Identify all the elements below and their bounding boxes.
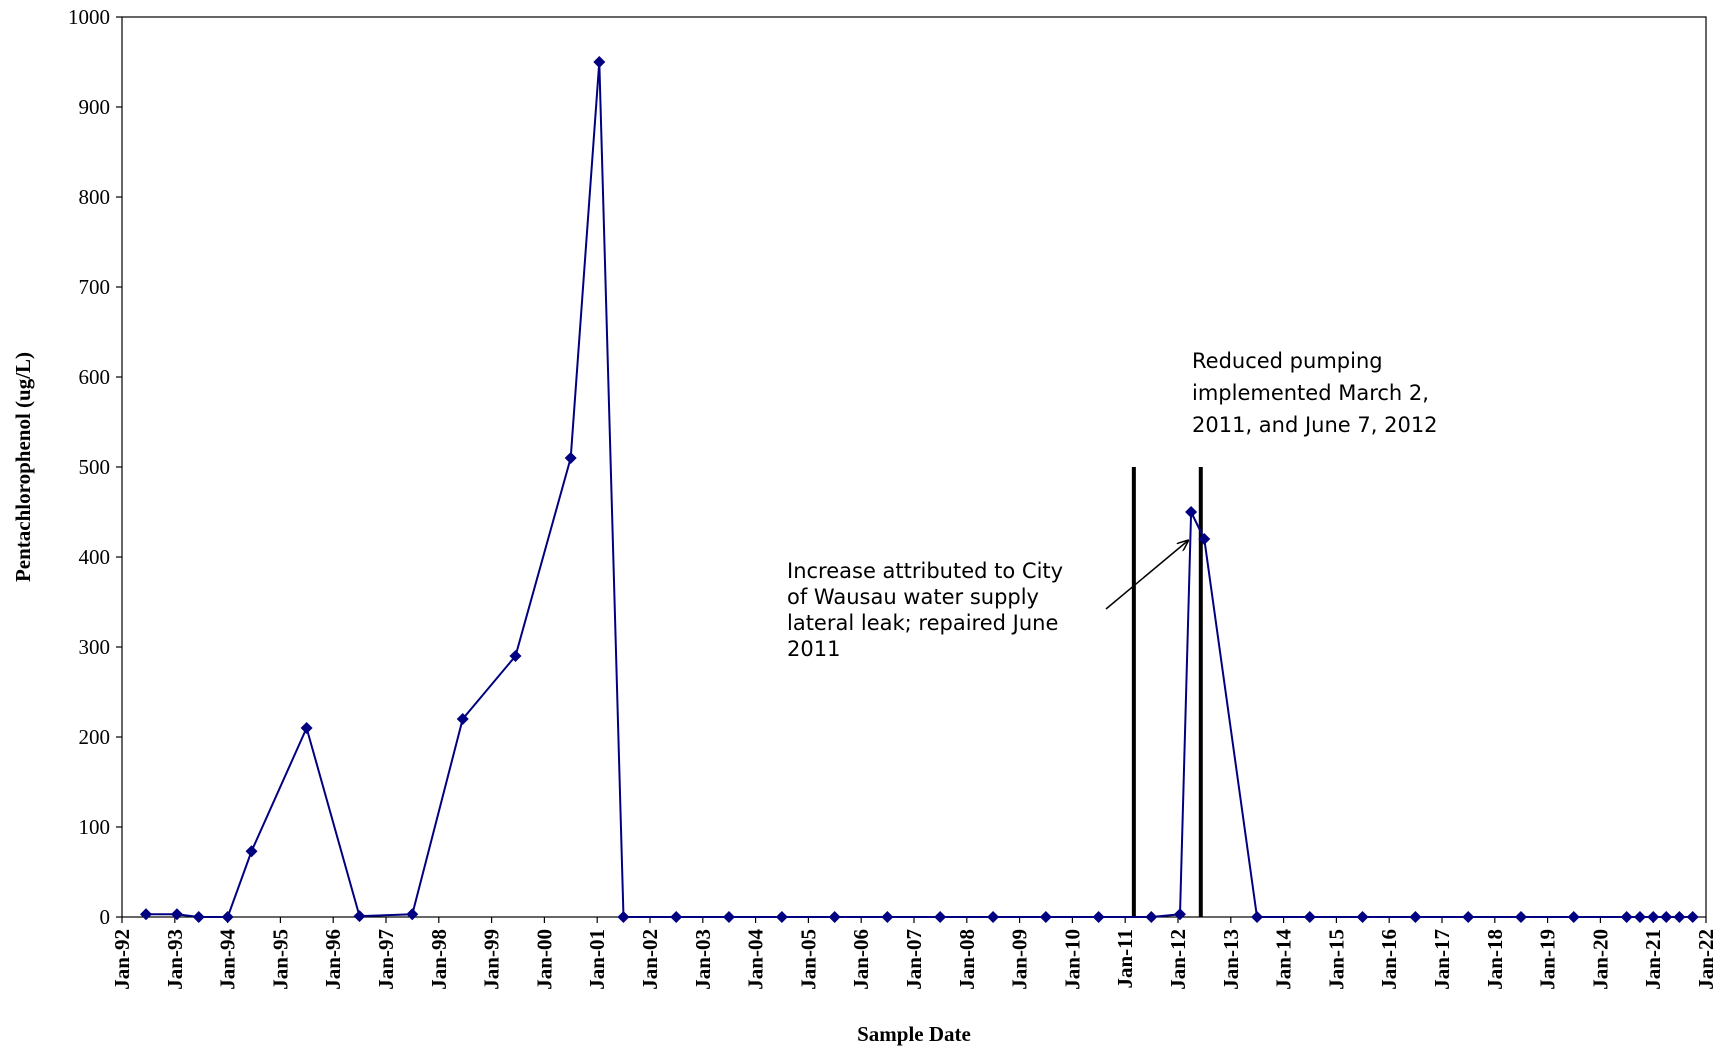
data-point (1303, 911, 1316, 923)
y-tick-label: 700 (79, 275, 111, 299)
x-tick-label: Jan-16 (1377, 929, 1401, 990)
data-point (1567, 911, 1580, 923)
annotations: Reduced pumping implemented March 2, 2011,… (787, 349, 1438, 661)
reference-lines (1131, 467, 1203, 917)
data-point (1173, 908, 1186, 921)
data-point (1620, 911, 1633, 923)
x-tick-label: Jan-18 (1483, 929, 1507, 990)
x-tick-label: Jan-20 (1588, 929, 1612, 990)
x-tick-label: Jan-92 (110, 929, 134, 990)
x-tick-label: Jan-95 (268, 929, 292, 990)
data-point (221, 911, 234, 923)
x-tick-label: Jan-94 (216, 929, 240, 990)
data-point (1514, 911, 1527, 923)
y-tick-label: 800 (79, 185, 111, 209)
x-tick-label: Jan-01 (585, 929, 609, 990)
x-tick-label: Jan-05 (796, 929, 820, 990)
data-point (1409, 911, 1422, 923)
data-point (456, 713, 469, 725)
x-tick-label: Jan-97 (374, 929, 398, 990)
y-tick-label: 500 (79, 455, 111, 479)
x-tick-label: Jan-93 (163, 929, 187, 990)
x-tick-label: Jan-06 (849, 929, 873, 990)
y-tick-label: 1000 (68, 5, 110, 29)
data-point (1185, 506, 1198, 518)
data-point (1198, 533, 1211, 545)
annotation-leak-line: of Wausau water supply (787, 585, 1039, 609)
x-tick-label: Jan-17 (1430, 929, 1454, 990)
annotation-leak-line: Increase attributed to City (787, 559, 1063, 583)
y-tick-label: 200 (79, 725, 111, 749)
x-tick-label: Jan-02 (638, 929, 662, 990)
data-point (406, 908, 419, 921)
data-point (934, 911, 947, 923)
x-tick-label: Jan-04 (744, 929, 768, 990)
x-tick-label: Jan-21 (1641, 929, 1665, 990)
x-tick-label: Jan-09 (1008, 929, 1032, 990)
data-point (1686, 911, 1699, 923)
series-group (139, 56, 1699, 923)
data-point (670, 911, 683, 923)
y-axis: 0 100 200 300 400 500 600 700 800 900 1000 (68, 5, 122, 929)
annotation-arrow (1105, 541, 1188, 610)
data-point (1039, 911, 1052, 923)
data-point (353, 910, 366, 923)
y-tick-label: 100 (79, 815, 111, 839)
x-tick-label: Jan-19 (1536, 929, 1560, 990)
data-point (593, 56, 606, 68)
y-tick-label: 400 (79, 545, 111, 569)
data-point (1633, 911, 1646, 923)
data-point (881, 911, 894, 923)
data-point (617, 911, 630, 923)
x-tick-label: Jan-98 (427, 929, 451, 990)
data-point (1251, 911, 1264, 923)
x-axis: Jan-92 Jan-93 Jan-94 Jan-95 Jan-96 Jan-97 Jan-… (110, 917, 1718, 990)
annotation-leak-line: lateral leak; repaired June (787, 611, 1058, 635)
y-tick-label: 900 (79, 95, 111, 119)
data-point (245, 845, 258, 858)
x-axis-title: Sample Date (857, 1022, 971, 1046)
data-point (775, 911, 788, 923)
x-tick-label: Jan-10 (1060, 929, 1084, 990)
data-point (300, 722, 313, 734)
annotation-leak-line: 2011 (787, 637, 840, 661)
data-point (192, 911, 205, 923)
x-tick-label: Jan-12 (1166, 929, 1190, 990)
data-point (139, 908, 152, 921)
annotation-pumping-line: Reduced pumping (1192, 349, 1383, 373)
y-tick-label: 300 (79, 635, 111, 659)
data-point (987, 911, 1000, 923)
data-point (1145, 911, 1158, 923)
plot-area (121, 16, 1707, 918)
x-tick-label: Jan-22 (1694, 929, 1718, 990)
annotation-pumping-line: implemented March 2, (1192, 381, 1429, 405)
x-tick-label: Jan-15 (1324, 929, 1348, 990)
data-point (1673, 911, 1686, 923)
x-tick-label: Jan-96 (321, 929, 345, 990)
data-point (722, 911, 735, 923)
x-tick-label: Jan-13 (1219, 929, 1243, 990)
data-point (1092, 911, 1105, 923)
x-tick-label: Jan-03 (691, 929, 715, 990)
y-axis-title: Pentachlorophenol (ug/L) (11, 352, 35, 582)
data-point (1356, 911, 1369, 923)
x-tick-label: Jan-11 (1113, 929, 1137, 989)
data-point (828, 911, 841, 923)
data-point (564, 452, 577, 464)
y-tick-label: 600 (79, 365, 111, 389)
x-tick-label: Jan-00 (532, 929, 556, 990)
x-tick-label: Jan-99 (480, 929, 504, 990)
x-tick-label: Jan-07 (902, 929, 926, 990)
annotation-pumping-line: 2011, and June 7, 2012 (1192, 413, 1438, 437)
y-tick-label: 0 (100, 905, 111, 929)
data-point (1647, 911, 1660, 923)
data-point (170, 908, 183, 921)
data-point (1462, 911, 1475, 923)
x-tick-label: Jan-08 (955, 929, 979, 990)
x-tick-label: Jan-14 (1272, 929, 1296, 990)
data-point (509, 650, 522, 662)
data-point (1660, 911, 1673, 923)
